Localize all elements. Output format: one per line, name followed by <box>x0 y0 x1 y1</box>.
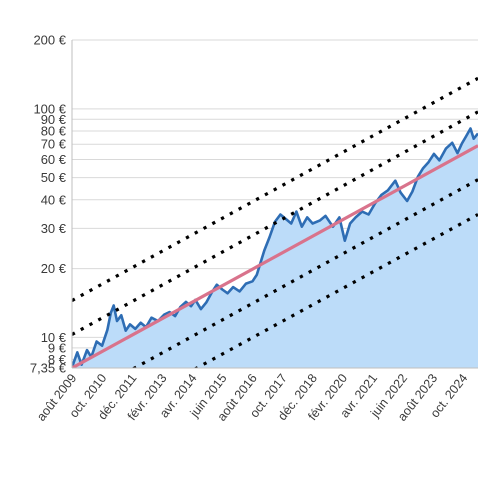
axes <box>71 40 478 369</box>
y-tick-label: 8 € <box>48 352 67 367</box>
price-area-fill <box>72 128 478 368</box>
y-tick-label: 10 € <box>41 330 67 345</box>
y-tick-label: 9 € <box>48 340 67 355</box>
plot-area <box>72 76 478 368</box>
y-tick-labels: 7,35 €8 €9 €10 € 20 € 30 € 40 € 50 € 60 €70 €… <box>30 33 67 376</box>
price-line <box>72 127 478 368</box>
y-tick-label: 50 € <box>41 170 67 185</box>
y-tick-label: 90 € <box>41 112 67 127</box>
y-tick-label: 70 € <box>41 137 67 152</box>
band-lower-2-line <box>193 213 478 368</box>
y-tick-label: 200 € <box>33 33 66 48</box>
band-upper-1-line <box>72 110 478 336</box>
y-tick-label: 7,35 € <box>30 361 67 376</box>
y-tick-label: 60 € <box>41 152 67 167</box>
y-tick-label: 40 € <box>41 192 67 207</box>
y-tick-label: 100 € <box>33 101 66 116</box>
band-upper-2-line <box>72 76 478 302</box>
y-tick-label: 30 € <box>41 221 67 236</box>
trend-line <box>72 144 478 368</box>
band-lower-1-line <box>131 178 478 368</box>
y-tick-label: 20 € <box>41 261 67 276</box>
y-tick-label: 80 € <box>41 123 67 138</box>
